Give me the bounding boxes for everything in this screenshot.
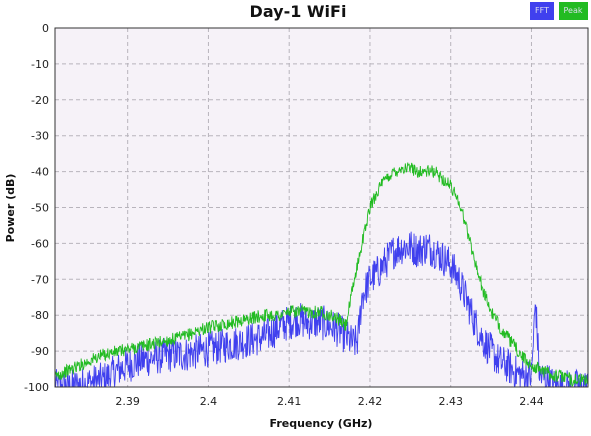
grid-lines <box>55 28 588 387</box>
x-tick-label: 2.4 <box>200 395 218 408</box>
x-tick-label: 2.42 <box>358 395 383 408</box>
series-layer <box>54 162 589 389</box>
y-tick-label: -90 <box>31 345 49 358</box>
plot-frame <box>54 27 589 388</box>
y-axis-ticks: 0 -10 -20 -30 -40 -50 -60 -70 -80 -90 -100 <box>24 22 49 394</box>
y-tick-label: -70 <box>31 273 49 286</box>
y-tick-label: 0 <box>42 22 49 35</box>
legend: FFT Peak <box>530 2 588 20</box>
y-tick-label: -60 <box>31 237 49 250</box>
legend-swatch-peak[interactable] <box>559 2 588 20</box>
y-tick-label: -30 <box>31 130 49 143</box>
legend-label-peak: Peak <box>564 6 583 15</box>
chart-title: Day-1 WiFi <box>250 2 347 21</box>
x-tick-label: 2.44 <box>519 395 544 408</box>
y-tick-label: -40 <box>31 166 49 179</box>
y-tick-label: -10 <box>31 58 49 71</box>
series-line-fft <box>54 231 589 389</box>
y-tick-label: -50 <box>31 202 49 215</box>
legend-label-fft: FFT <box>535 6 549 15</box>
y-tick-label: -80 <box>31 309 49 322</box>
x-tick-label: 2.43 <box>438 395 463 408</box>
x-tick-label: 2.41 <box>277 395 302 408</box>
legend-swatch-fft[interactable] <box>530 2 554 20</box>
x-axis-label: Frequency (GHz) <box>270 417 373 430</box>
x-axis-ticks: 2.39 2.4 2.41 2.42 2.43 2.44 <box>115 395 543 408</box>
y-tick-label: -20 <box>31 94 49 107</box>
y-axis-label: Power (dB) <box>4 174 17 243</box>
x-tick-label: 2.39 <box>115 395 140 408</box>
y-tick-label: -100 <box>24 381 49 394</box>
series-line-peak <box>54 162 589 387</box>
